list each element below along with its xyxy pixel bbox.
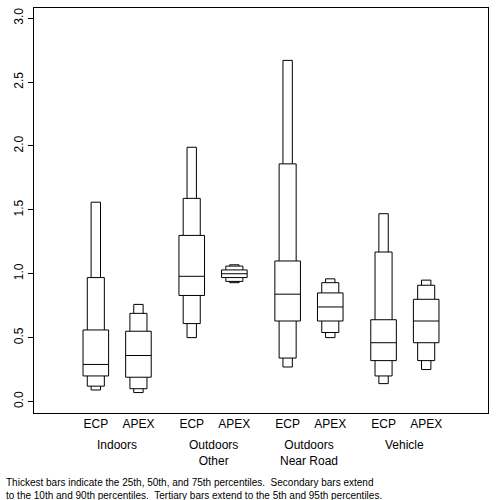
svg-text:Vehicle: Vehicle: [385, 438, 424, 452]
svg-text:APEX: APEX: [218, 417, 250, 431]
svg-text:ECP: ECP: [275, 417, 300, 431]
svg-text:OutdoorsNear Road: OutdoorsNear Road: [280, 438, 338, 468]
svg-text:1.5: 1.5: [12, 199, 26, 216]
svg-text:APEX: APEX: [314, 417, 346, 431]
svg-text:OutdoorsOther: OutdoorsOther: [189, 438, 238, 468]
svg-text:0.0: 0.0: [12, 391, 26, 408]
svg-text:0.5: 0.5: [12, 327, 26, 344]
svg-text:Indoors: Indoors: [97, 438, 137, 452]
svg-text:2.0: 2.0: [12, 136, 26, 153]
svg-text:2.5: 2.5: [12, 72, 26, 89]
svg-text:3.0: 3.0: [12, 8, 26, 25]
svg-text:APEX: APEX: [410, 417, 442, 431]
svg-text:ECP: ECP: [83, 417, 108, 431]
svg-text:1.0: 1.0: [12, 263, 26, 280]
svg-text:Thickest bars indicate the 25t: Thickest bars indicate the 25th, 50th, a…: [6, 477, 382, 500]
svg-text:ECP: ECP: [371, 417, 396, 431]
svg-text:ECP: ECP: [179, 417, 204, 431]
svg-text:APEX: APEX: [122, 417, 154, 431]
